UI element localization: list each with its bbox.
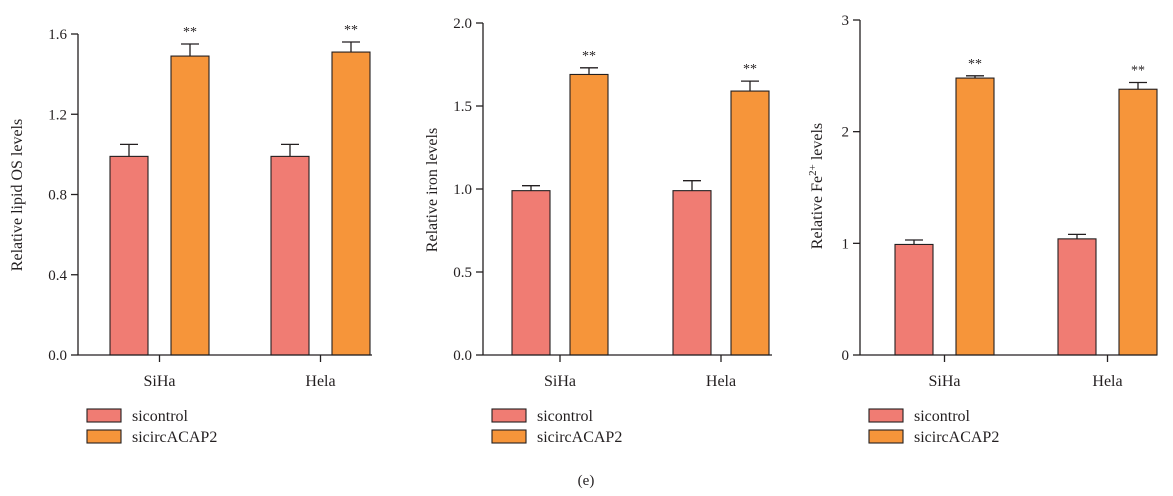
x-tick-label-siha: SiHa xyxy=(544,373,576,390)
bar-sicircACAP2-SiHa xyxy=(170,55,210,356)
y-axis-label-superscript: 2+ xyxy=(807,164,819,176)
y-axis-label-text: Relative iron levels xyxy=(424,128,441,252)
legend-swatch-sicircACAP2 xyxy=(86,429,122,444)
error-bar-sicircACAP2-SiHa xyxy=(966,75,984,79)
significance-mark: ** xyxy=(743,62,757,77)
legend-swatch-sicontrol xyxy=(491,408,527,423)
chart-panel-1: ** ** 0.0 0.4 0.8 1.2 1.6 SiHa Hela Relative lipi… xyxy=(9,23,372,446)
y-tick-label: 3 xyxy=(842,13,850,29)
y-tick-label: 2 xyxy=(842,125,850,141)
significance-mark: ** xyxy=(183,25,197,40)
y-tick-label: 0.5 xyxy=(453,265,472,281)
significance-mark: ** xyxy=(344,23,358,38)
y-axis-label: Relative Fe2+ levels xyxy=(807,123,826,249)
error-bar-sicontrol-Hela xyxy=(281,143,299,157)
bar-sicircACAP2-Hela xyxy=(331,51,371,356)
bar-sicontrol-SiHa xyxy=(109,155,149,356)
error-bar-sicontrol-Hela xyxy=(683,180,701,191)
x-tick-label-siha: SiHa xyxy=(144,373,176,390)
legend-label-sicontrol: sicontrol xyxy=(132,408,189,425)
y-tick-label: 1.0 xyxy=(453,182,472,198)
y-tick-label: 1 xyxy=(842,236,850,252)
bar-sicontrol-Hela xyxy=(270,155,310,356)
bar-sicircACAP2-Hela xyxy=(730,90,770,356)
legend-label-sicircACAP2: sicircACAP2 xyxy=(914,429,999,446)
bar-sicircACAP2-SiHa xyxy=(955,77,995,356)
x-tick-label-hela: Hela xyxy=(706,373,736,390)
error-bar-sicircACAP2-Hela xyxy=(741,80,759,92)
error-bar-sicircACAP2-Hela xyxy=(342,41,360,53)
error-bar-sicircACAP2-SiHa xyxy=(580,67,598,75)
error-bar-sicontrol-SiHa xyxy=(522,185,540,191)
y-tick-label: 0.4 xyxy=(48,268,67,284)
y-tick-label: 0.8 xyxy=(48,188,67,204)
error-bar-sicircACAP2-SiHa xyxy=(181,43,199,57)
x-tick-label-hela: Hela xyxy=(305,373,335,390)
legend-label-sicircACAP2: sicircACAP2 xyxy=(132,429,217,446)
y-axis-label-text: Relative lipid OS levels xyxy=(9,119,26,271)
figure-caption: (e) xyxy=(578,473,595,489)
y-axis-label-text: Relative Fe xyxy=(809,176,826,249)
bar-sicontrol-Hela xyxy=(1057,238,1097,356)
bar-sicontrol-SiHa xyxy=(511,190,551,356)
legend-label-sicontrol: sicontrol xyxy=(537,408,594,425)
legend-label-sicontrol: sicontrol xyxy=(914,408,971,425)
y-tick-label: 1.5 xyxy=(453,99,472,115)
error-bar-sicontrol-SiHa xyxy=(120,143,138,157)
y-axis-label: Relative iron levels xyxy=(424,128,441,252)
legend-label-sicircACAP2: sicircACAP2 xyxy=(537,429,622,446)
y-tick-label: 1.2 xyxy=(48,107,67,123)
bar-sicircACAP2-SiHa xyxy=(569,73,609,356)
y-tick-label: 1.6 xyxy=(48,27,67,43)
y-axis-label-suffix: levels xyxy=(809,123,826,164)
legend-swatch-sicircACAP2 xyxy=(868,429,904,444)
significance-mark: ** xyxy=(1131,64,1145,79)
significance-mark: ** xyxy=(582,49,596,64)
legend-swatch-sicontrol xyxy=(868,408,904,423)
bar-sicontrol-Hela xyxy=(672,190,712,356)
chart-panel-3: ** ** 0 1 2 3 SiHa Hela Relative Fe2+ levels sico… xyxy=(807,13,1158,446)
legend-swatch-sicircACAP2 xyxy=(491,429,527,444)
error-bar-sicontrol-Hela xyxy=(1068,233,1086,239)
x-tick-label-siha: SiHa xyxy=(929,373,961,390)
chart-panel-2: ** ** 0.0 0.5 1.0 1.5 2.0 SiHa Hela Relative iron… xyxy=(424,16,772,446)
error-bar-sicontrol-SiHa xyxy=(905,239,923,245)
error-bar-sicircACAP2-Hela xyxy=(1129,81,1147,90)
y-tick-label: 0.0 xyxy=(48,348,67,364)
y-tick-label: 0 xyxy=(842,348,850,364)
y-axis-label: Relative lipid OS levels xyxy=(9,119,26,271)
y-tick-label: 0.0 xyxy=(453,348,472,364)
legend-swatch-sicontrol xyxy=(86,408,122,423)
bar-sicircACAP2-Hela xyxy=(1118,88,1158,356)
y-tick-label: 2.0 xyxy=(453,16,472,32)
x-tick-label-hela: Hela xyxy=(1092,373,1122,390)
significance-mark: ** xyxy=(968,57,982,72)
bar-sicontrol-SiHa xyxy=(894,243,934,356)
